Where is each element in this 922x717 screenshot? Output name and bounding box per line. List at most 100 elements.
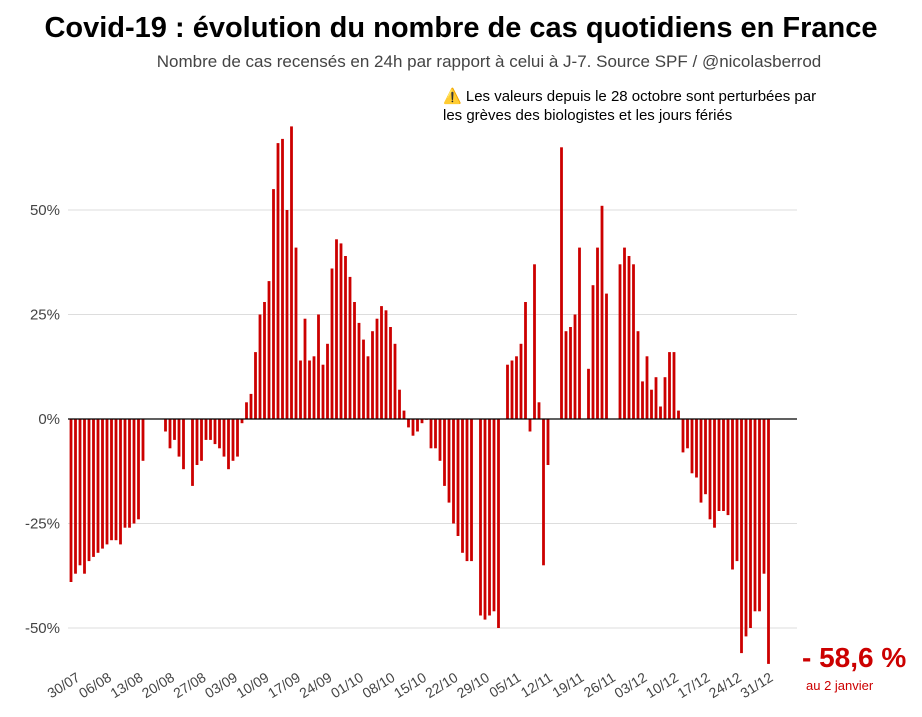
bar [690,419,694,474]
gridlines [68,209,797,629]
x-tick-label: 03/09 [202,669,240,701]
y-tick-label: -25% [25,516,60,533]
y-tick-label: 25% [30,307,60,324]
bar [416,419,419,432]
bar [677,410,680,419]
bar [456,419,460,536]
bar [87,419,91,562]
bar [443,419,446,486]
bar [141,419,145,461]
bar [303,318,307,419]
bar [546,419,550,465]
x-tick-label: 17/12 [674,669,712,701]
bar [564,331,568,419]
note-line-1: Les valeurs depuis le 28 octobre sont pe… [465,88,817,105]
bar [375,318,379,419]
bar [393,343,397,419]
bar [285,210,289,419]
bar [110,419,113,541]
bar [519,343,523,419]
bar [641,381,644,419]
last-value-annotation: - 58,6 % [802,642,907,673]
bar [569,327,572,419]
bar [650,389,653,419]
bar [695,419,698,478]
bar [438,419,442,461]
bar [105,419,109,545]
bar [533,264,536,419]
bar [263,302,266,419]
note-line-2: les grèves des biologistes et les jours … [443,107,733,124]
bar [744,419,748,637]
bar [420,419,424,424]
bar [429,419,433,449]
x-tick-label: 19/11 [549,669,586,701]
bar [276,143,280,419]
warning-icon: ⚠️ [443,88,462,105]
bar [222,419,226,457]
bar [249,393,253,419]
bar [704,419,707,495]
x-tick-label: 08/10 [359,669,397,701]
bar [123,419,127,528]
bar-series [69,126,770,664]
bar [470,419,473,562]
bar [371,331,374,419]
y-axis-ticks: 50% 25% 0% -25% -50% [25,202,60,637]
bar [402,410,406,419]
x-tick-label: 22/10 [422,669,460,701]
x-tick-label: 31/12 [737,669,775,701]
bar [749,419,752,628]
bar [618,264,622,419]
bar [78,419,82,566]
x-tick-label: 29/10 [454,669,492,701]
x-tick-label: 06/08 [76,669,114,701]
strike-note: ⚠️ Les valeurs depuis le 28 octobre sont… [443,87,816,125]
bar [758,419,761,612]
bar [312,356,316,419]
bar [524,302,527,419]
bar [177,419,181,457]
x-tick-label: 26/11 [581,669,618,701]
bar [164,419,167,432]
bar [479,419,482,616]
x-tick-label: 30/07 [44,669,82,701]
bar [69,419,73,582]
bar [461,419,464,553]
bar [101,419,104,549]
bar [74,419,77,574]
x-tick-label: 24/09 [296,669,334,701]
x-tick-label: 12/11 [518,669,555,701]
bar [578,247,581,419]
bar [659,406,662,419]
bar [308,360,311,419]
bar [398,389,401,419]
x-tick-label: 15/10 [391,669,429,701]
bar [240,419,244,424]
bar [362,339,365,419]
bar [290,126,293,420]
bar [411,419,415,436]
bar [465,419,469,562]
x-tick-label: 10/12 [643,669,681,701]
bar [762,419,766,574]
bar [366,356,370,419]
bar [542,419,545,566]
bar [699,419,703,503]
chart-title: Covid-19 : évolution du nombre de cas qu… [44,12,878,44]
bar [447,419,451,503]
bar [623,247,626,419]
bar [83,419,86,574]
bar [528,419,532,432]
bar [339,243,343,419]
bar [267,281,271,419]
bar [137,419,140,520]
bar [114,419,118,541]
bar [119,419,122,545]
bar [506,364,509,419]
bar [483,419,487,620]
bar [227,419,230,470]
bar [681,419,685,453]
bar [357,322,361,419]
